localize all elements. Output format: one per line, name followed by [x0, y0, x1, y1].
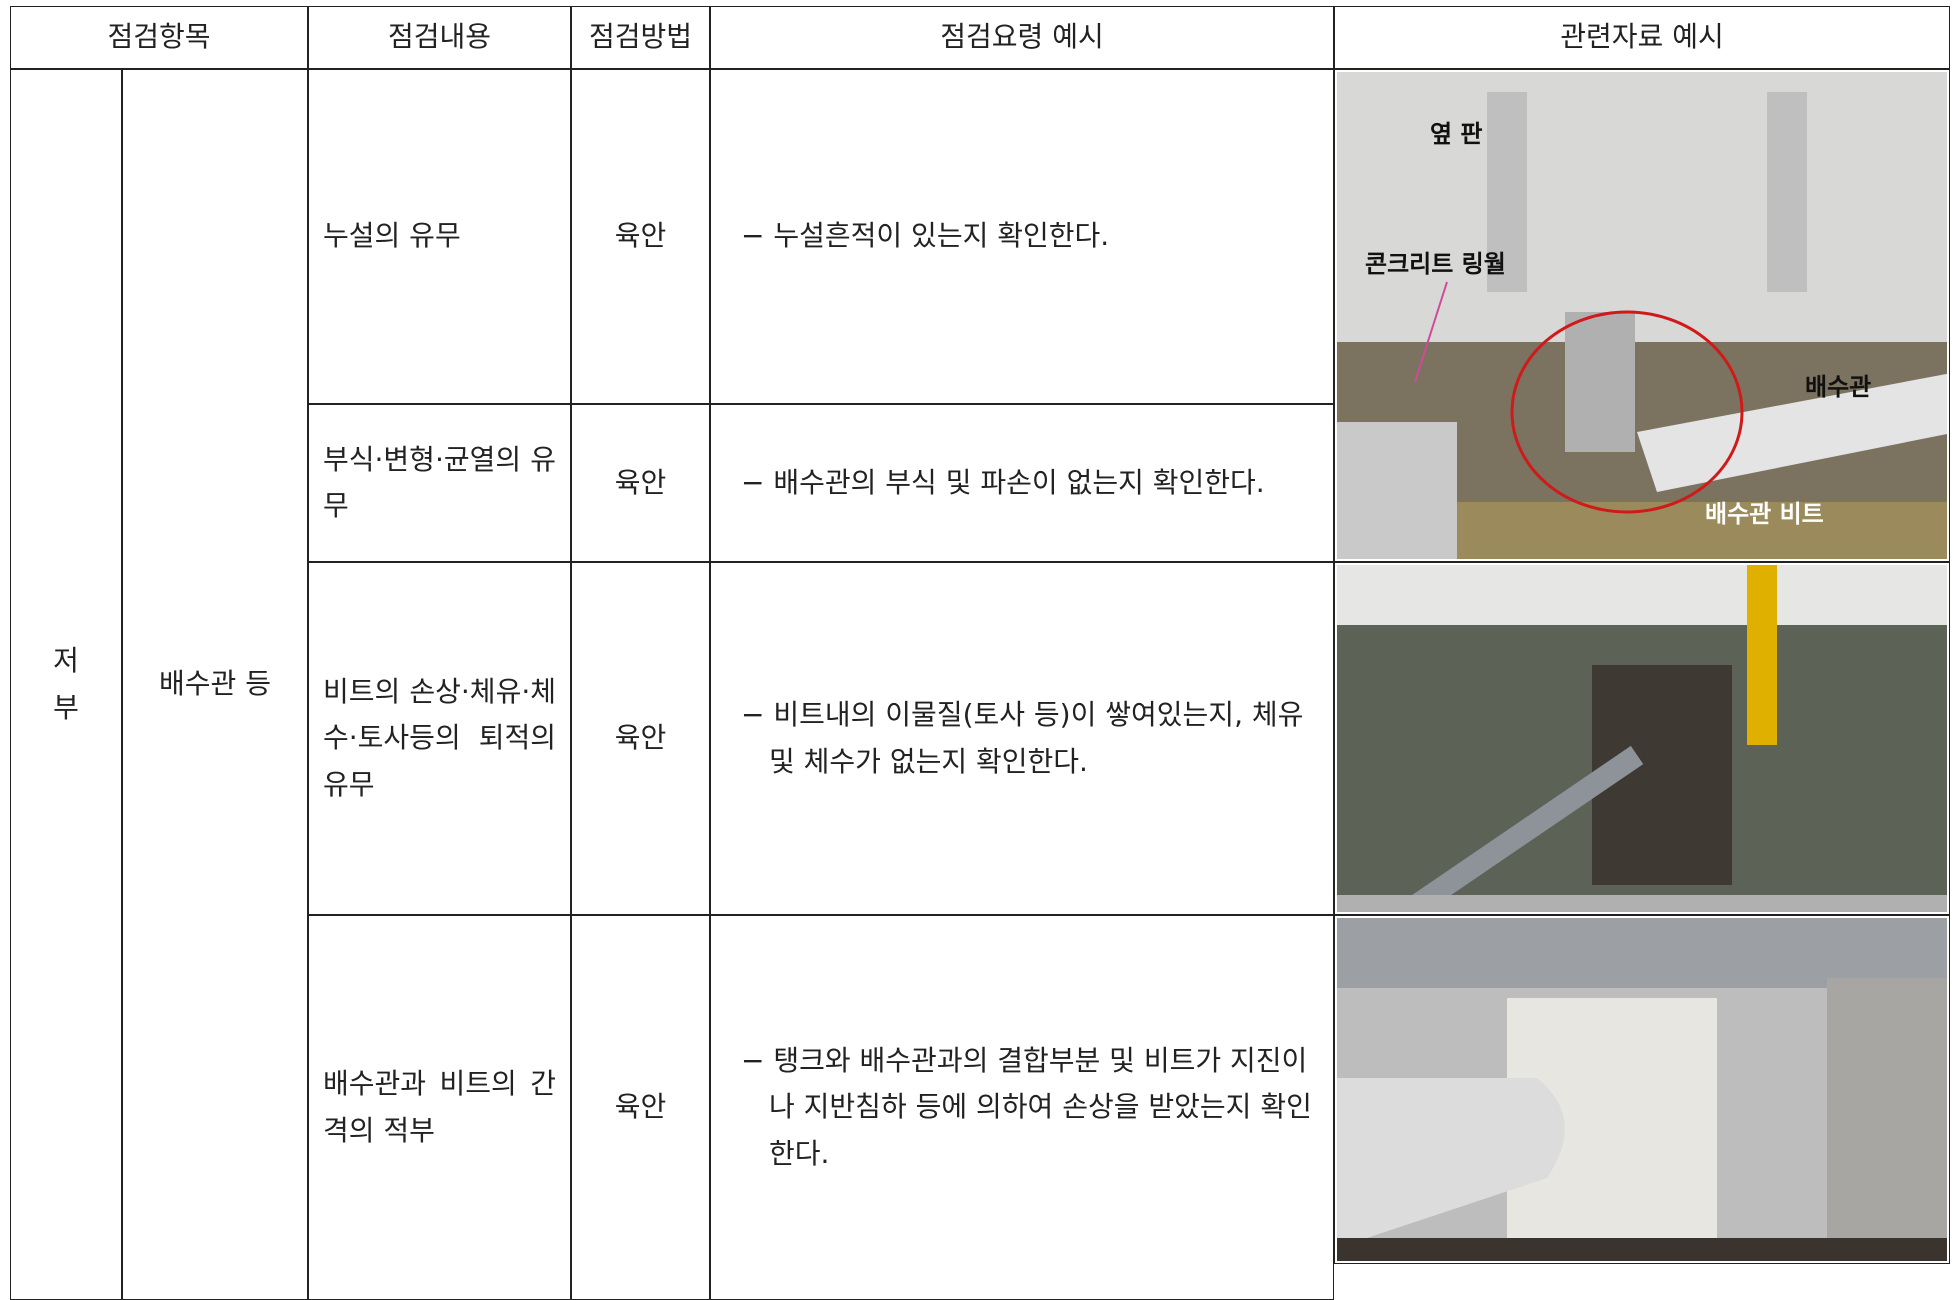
item-cell-text: 배수관 등: [159, 667, 271, 701]
guide-cell: − 누설흔적이 있는지 확인한다.: [710, 69, 1334, 404]
photo: [1337, 918, 1947, 1261]
header-cell: 점검요령 예시: [710, 6, 1334, 69]
guide-cell-text: − 비트내의 이물질(토사 등)이 쌓여있는지, 체유 및 체수가 없는지 확인…: [741, 698, 1304, 778]
content-cell-text: 비트의 손상·체유·체수·토사등의 퇴적의 유무: [323, 675, 556, 801]
guide-cell-text: − 탱크와 배수관과의 결합부분 및 비트가 지진이나 지반침하 등에 의하여 …: [741, 1044, 1312, 1170]
section-cell-text: 저 부: [53, 644, 79, 724]
photo-cell: [1334, 562, 1950, 915]
method-cell: 육안: [571, 404, 710, 562]
photo-label: 콘크리트 링월: [1365, 250, 1506, 278]
header-cell: 점검방법: [571, 6, 710, 69]
header-cell-text: 점검요령 예시: [940, 20, 1104, 54]
header-cell-text: 점검항목: [107, 20, 211, 54]
header-cell-text: 점검내용: [387, 20, 492, 54]
method-cell-text: 육안: [614, 465, 667, 499]
guide-cell: − 탱크와 배수관과의 결합부분 및 비트가 지진이나 지반침하 등에 의하여 …: [710, 915, 1334, 1300]
photo: [1337, 565, 1947, 912]
photo-label: 배수관: [1805, 373, 1872, 401]
header-cell: 점검항목: [10, 6, 308, 69]
photo-cell: [1334, 915, 1950, 1264]
method-cell-text: 육안: [614, 219, 667, 253]
guide-cell-text: − 배수관의 부식 및 파손이 없는지 확인한다.: [741, 465, 1265, 499]
method-cell: 육안: [571, 915, 710, 1300]
content-cell: 배수관과 비트의 간격의 적부: [308, 915, 571, 1300]
item-cell: 배수관 등: [122, 69, 308, 1300]
method-cell: 육안: [571, 562, 710, 915]
content-cell: 부식·변형·균열의 유무: [308, 404, 571, 562]
header-cell-text: 점검방법: [588, 20, 693, 54]
content-cell-text: 부식·변형·균열의 유무: [323, 442, 556, 522]
method-cell-text: 육안: [614, 1090, 667, 1124]
photo-label: 배수관 비트: [1705, 500, 1824, 528]
guide-cell: − 배수관의 부식 및 파손이 없는지 확인한다.: [710, 404, 1334, 562]
section-cell: 저 부: [10, 69, 122, 1300]
guide-cell-text: − 누설흔적이 있는지 확인한다.: [741, 219, 1110, 253]
method-cell-text: 육안: [614, 721, 667, 755]
content-cell-text: 누설의 유무: [323, 219, 461, 253]
content-cell-text: 배수관과 비트의 간격의 적부: [323, 1067, 556, 1147]
content-cell: 비트의 손상·체유·체수·토사등의 퇴적의 유무: [308, 562, 571, 915]
header-cell: 점검내용: [308, 6, 571, 69]
guide-cell: − 비트내의 이물질(토사 등)이 쌓여있는지, 체유 및 체수가 없는지 확인…: [710, 562, 1334, 915]
content-cell: 누설의 유무: [308, 69, 571, 404]
method-cell: 육안: [571, 69, 710, 404]
header-cell: 관련자료 예시: [1334, 6, 1950, 69]
photo-label: 옆 판: [1430, 120, 1483, 148]
photo: [1337, 72, 1947, 559]
header-cell-text: 관련자료 예시: [1560, 20, 1724, 54]
